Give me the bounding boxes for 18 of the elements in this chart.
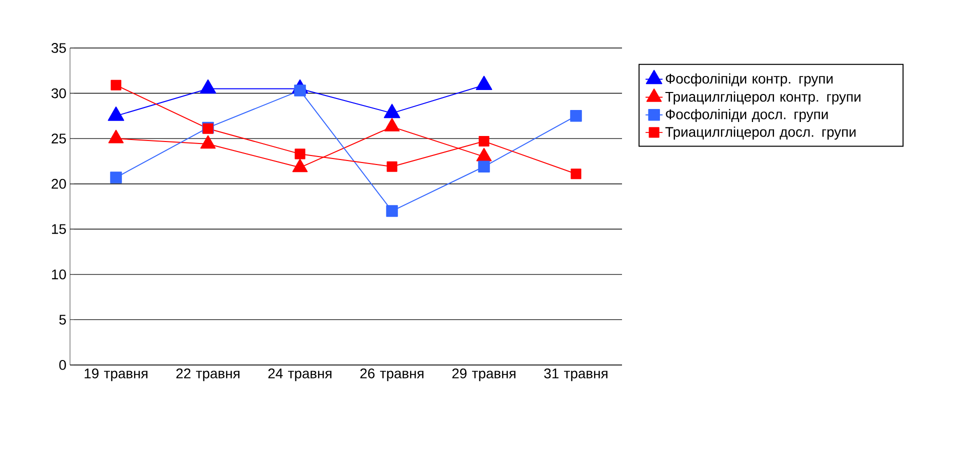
y-tick-label: 15 [52, 224, 66, 234]
x-tick-label: 31 травня [544, 368, 608, 382]
y-tick-label: 5 [59, 314, 66, 325]
y-tick-label: 20 [52, 178, 66, 189]
x-tick-label: 26 травня [360, 368, 424, 382]
legend-label: Триацилгліцерол досл. групи [665, 126, 856, 140]
y-tick-label: 0 [59, 360, 66, 370]
legend-label: Триацилгліцерол контр. групи [665, 91, 860, 104]
legend-label: Фосфоліпіди досл. групи [666, 109, 828, 122]
y-tick-label: 35 [52, 43, 66, 53]
x-tick-label: 22 травня [176, 368, 240, 382]
y-tick-label: 25 [52, 134, 66, 144]
x-tick-label: 19 травня [84, 368, 148, 382]
y-tick-label: 30 [52, 88, 66, 98]
x-tick-label: 24 травня [268, 368, 332, 382]
x-tick-label: 29 травня [452, 368, 516, 382]
y-tick-label: 10 [52, 269, 66, 280]
legend-label: Фосфоліпіди контр. групи [666, 73, 833, 86]
